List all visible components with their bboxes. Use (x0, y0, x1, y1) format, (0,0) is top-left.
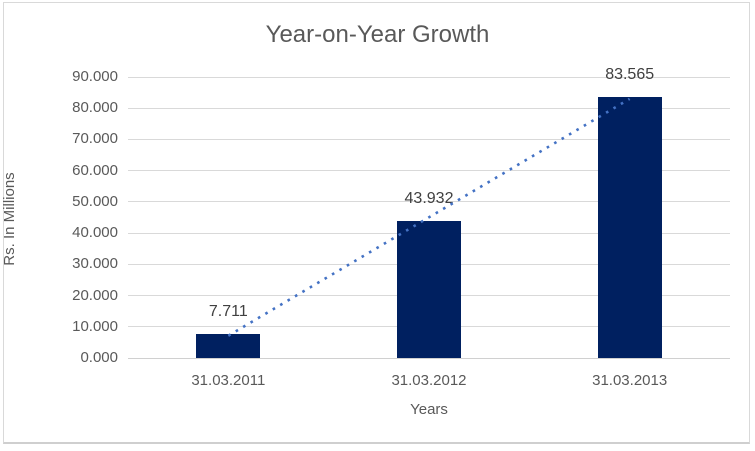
y-tick-label: 70.000 (72, 130, 118, 148)
chart-title: Year-on-Year Growth (265, 21, 490, 48)
gridline (128, 76, 730, 78)
y-tick-label: 40.000 (72, 224, 118, 242)
y-tick-label: 0.000 (80, 349, 118, 366)
bar (397, 220, 461, 358)
y-axis-title: Rs. In Millions (1, 172, 18, 266)
bar (597, 97, 662, 358)
bar-data-label: 83.565 (605, 66, 655, 84)
bar-data-label: 43.932 (404, 189, 454, 207)
bar-data-label: 7.711 (208, 302, 248, 320)
y-tick-label: 80.000 (72, 99, 118, 117)
x-tick-label: 31.03.2012 (391, 372, 467, 389)
y-tick-label: 10.000 (72, 317, 118, 335)
x-axis-line (128, 357, 730, 359)
x-axis-title: Years (410, 401, 448, 418)
x-tick-label: 31.03.2011 (191, 372, 266, 389)
y-tick-label: 20.000 (72, 286, 118, 304)
y-tick-label: 60.000 (72, 161, 118, 179)
bar (196, 333, 261, 358)
y-tick-label: 30.000 (72, 255, 118, 273)
y-tick-label: 90.000 (72, 68, 118, 85)
x-tick-label: 31.03.2013 (592, 372, 668, 389)
y-tick-label: 50.000 (72, 192, 118, 210)
